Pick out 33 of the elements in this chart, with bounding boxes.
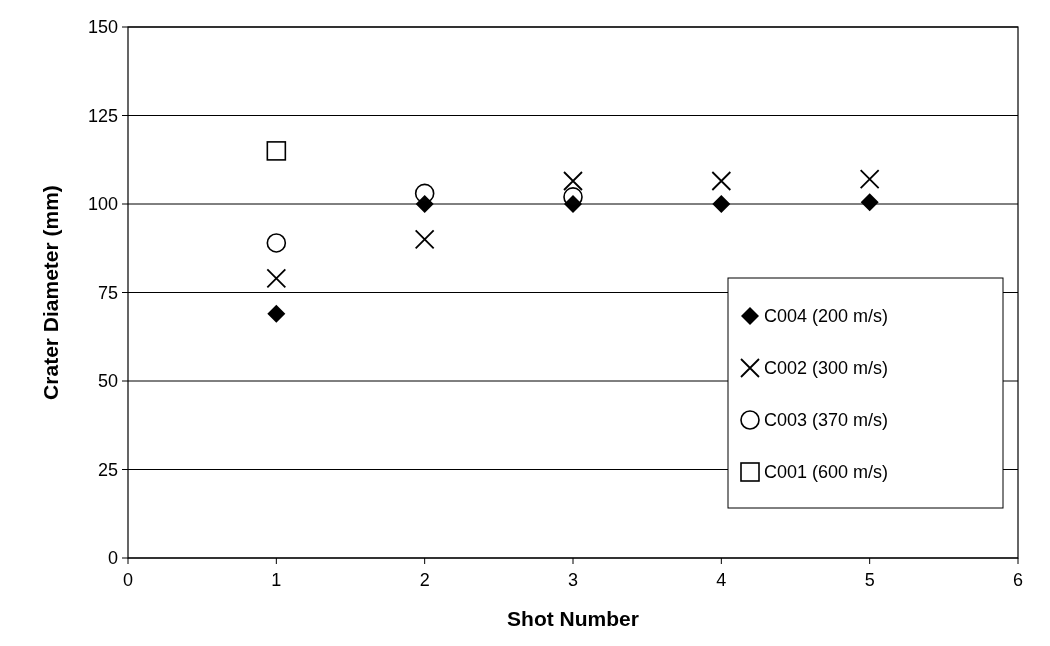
legend-label: C001 (600 m/s) [764, 462, 889, 483]
y-tick-label: 50 [97, 371, 118, 392]
point [267, 304, 286, 323]
y-tick-label: 0 [107, 548, 118, 569]
point [266, 141, 287, 161]
point [711, 171, 732, 191]
x-axis-title: Shot Number [507, 607, 639, 630]
point [563, 171, 583, 191]
y-tick-label: 100 [87, 194, 118, 215]
legend-label: C003 (370 m/s) [764, 410, 889, 431]
y-tick-label: 75 [97, 282, 118, 303]
point [564, 195, 582, 213]
y-tick-label: 150 [87, 17, 118, 38]
x-tick-label: 2 [419, 570, 430, 590]
point [266, 268, 287, 289]
point [859, 169, 880, 190]
point [415, 195, 434, 213]
x-tick-label: 0 [122, 570, 134, 590]
point [266, 233, 287, 253]
x-tick-label: 1 [271, 570, 282, 590]
point [414, 229, 435, 250]
legend-label: C004 (200 m/s) [764, 306, 889, 327]
y-tick-label: 125 [87, 105, 118, 126]
point [712, 195, 731, 213]
point [860, 193, 879, 212]
x-tick-label: 3 [567, 570, 579, 590]
y-axis-title: Crater Diameter (mm) [39, 185, 62, 400]
point [414, 183, 435, 204]
y-tick-label: 25 [97, 459, 118, 480]
x-tick-label: 5 [864, 570, 875, 590]
legend-label: C002 (300 m/s) [764, 358, 889, 379]
x-tick-label: 4 [716, 570, 727, 590]
x-tick-label: 6 [1012, 570, 1024, 590]
